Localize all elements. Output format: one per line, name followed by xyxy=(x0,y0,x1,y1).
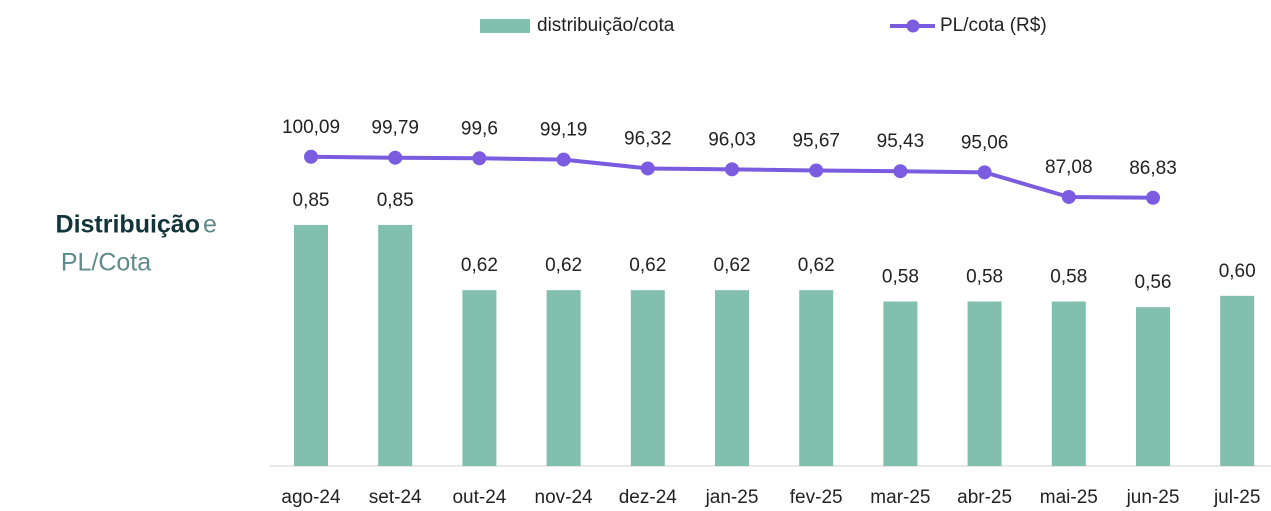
data-label: 0,62 xyxy=(714,255,751,276)
x-tick-label: fev-25 xyxy=(790,487,843,508)
x-tick-label: jul-25 xyxy=(1213,487,1260,508)
x-tick-label: set-24 xyxy=(369,487,422,508)
point xyxy=(1061,189,1076,204)
x-tick-label: nov-24 xyxy=(535,487,594,508)
bar xyxy=(715,290,749,466)
x-tick-label: abr-25 xyxy=(957,487,1012,508)
x-tick-label: jan-25 xyxy=(705,487,759,508)
x-tick-label: mar-25 xyxy=(870,487,930,508)
chart-title: Distribuição xyxy=(56,211,200,239)
bar xyxy=(1220,295,1255,466)
data-label: 0,62 xyxy=(545,255,582,276)
x-tick-label: dez-24 xyxy=(619,487,678,508)
data-label: 0,62 xyxy=(798,255,835,276)
data-label: 0,58 xyxy=(1050,267,1087,288)
point xyxy=(556,152,571,167)
data-label: 0,60 xyxy=(1219,261,1256,282)
legend-swatch xyxy=(480,19,530,33)
data-label: 99,19 xyxy=(540,120,588,141)
data-label: 87,08 xyxy=(1045,157,1093,178)
data-label: 100,09 xyxy=(282,117,340,138)
data-label: 95,67 xyxy=(792,130,840,151)
data-label: 0,62 xyxy=(461,255,498,276)
legend-swatch xyxy=(906,19,920,33)
data-label: 0,58 xyxy=(966,267,1003,288)
x-tick-label: mai-25 xyxy=(1040,487,1098,508)
data-label: 0,85 xyxy=(293,190,330,211)
data-label: 0,56 xyxy=(1135,272,1172,293)
data-label: 86,83 xyxy=(1129,158,1177,179)
data-label: 0,85 xyxy=(377,190,414,211)
bar xyxy=(1136,307,1170,466)
point xyxy=(809,163,824,178)
point xyxy=(1146,190,1160,205)
bar xyxy=(378,224,413,466)
legend-label: PL/cota (R$) xyxy=(940,15,1047,36)
data-label: 95,43 xyxy=(877,131,925,152)
data-label: 95,06 xyxy=(961,132,1009,153)
bar xyxy=(462,290,497,466)
bar xyxy=(967,301,1002,466)
bar xyxy=(1051,301,1086,466)
bar xyxy=(294,224,328,466)
point xyxy=(640,161,655,176)
data-label: 96,03 xyxy=(708,129,756,150)
bar xyxy=(630,290,665,466)
data-label: 96,32 xyxy=(624,128,672,149)
x-tick-label: ago-24 xyxy=(281,487,341,508)
bar xyxy=(546,290,581,466)
data-label: 0,58 xyxy=(882,267,919,288)
bar xyxy=(883,301,918,466)
data-label: 99,6 xyxy=(461,118,498,139)
point xyxy=(977,165,992,180)
point xyxy=(304,149,318,164)
point xyxy=(893,164,908,179)
x-tick-label: out-24 xyxy=(452,487,506,508)
point xyxy=(472,151,487,166)
chart-title: PL/Cota xyxy=(61,249,151,277)
bar xyxy=(799,290,834,466)
chart-title: e xyxy=(203,211,217,239)
x-tick-label: jun-25 xyxy=(1126,487,1180,508)
data-label: 0,62 xyxy=(629,255,666,276)
legend-label: distribuição/cota xyxy=(537,15,675,36)
data-label: 99,79 xyxy=(371,118,419,139)
point xyxy=(725,162,739,177)
point xyxy=(388,150,403,165)
